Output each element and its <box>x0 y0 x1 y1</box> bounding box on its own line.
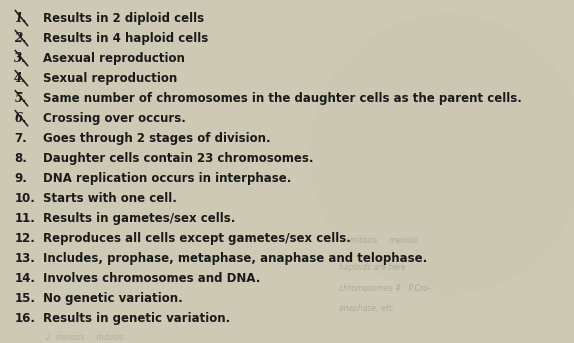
Text: 4.: 4. <box>14 72 26 85</box>
Text: 5.: 5. <box>14 92 26 105</box>
Text: 12.: 12. <box>14 232 35 245</box>
Text: Results in genetic variation.: Results in genetic variation. <box>43 312 230 325</box>
Text: Goes through 2 stages of division.: Goes through 2 stages of division. <box>43 132 271 145</box>
Text: Reproduces all cells except gametes/sex cells.: Reproduces all cells except gametes/sex … <box>43 232 351 245</box>
Text: 11.: 11. <box>14 212 35 225</box>
Text: Results in 2 diploid cells: Results in 2 diploid cells <box>43 12 204 24</box>
Text: 3.: 3. <box>14 51 26 64</box>
Text: 13.: 13. <box>14 252 35 265</box>
Text: No genetic variation.: No genetic variation. <box>43 292 183 305</box>
Text: DNA replication occurs in interphase.: DNA replication occurs in interphase. <box>43 172 292 185</box>
Text: 15.: 15. <box>14 292 36 305</box>
Text: Results in 4 haploid cells: Results in 4 haploid cells <box>43 32 208 45</box>
Text: 6.: 6. <box>14 112 26 125</box>
Text: anaphase, etc.: anaphase, etc. <box>339 304 395 313</box>
Text: Daughter cells contain 23 chromosomes.: Daughter cells contain 23 chromosomes. <box>43 152 313 165</box>
Text: Starts with one cell.: Starts with one cell. <box>43 192 177 205</box>
Text: 8.: 8. <box>14 152 27 165</box>
Ellipse shape <box>310 14 574 295</box>
Text: 14.: 14. <box>14 272 36 285</box>
Text: 9.: 9. <box>14 172 27 185</box>
Text: 1.: 1. <box>14 12 26 24</box>
Text: haploids are here: haploids are here <box>339 263 406 272</box>
Text: 2.: 2. <box>14 32 26 45</box>
Text: Results in gametes/sex cells.: Results in gametes/sex cells. <box>43 212 235 225</box>
Text: 2  meiosis     mitosis: 2 meiosis mitosis <box>46 333 123 342</box>
Text: 10.: 10. <box>14 192 35 205</box>
Text: Asexual reproduction: Asexual reproduction <box>43 51 185 64</box>
Text: chromosomes #   P.Cro-: chromosomes # P.Cro- <box>339 284 430 293</box>
Text: Crossing over occurs.: Crossing over occurs. <box>43 112 186 125</box>
Text: 7.: 7. <box>14 132 27 145</box>
Text: Involves chromosomes and DNA.: Involves chromosomes and DNA. <box>43 272 261 285</box>
Text: Includes, prophase, metaphase, anaphase and telophase.: Includes, prophase, metaphase, anaphase … <box>43 252 427 265</box>
Text: Sexual reproduction: Sexual reproduction <box>43 72 177 85</box>
Text: Same number of chromosomes in the daughter cells as the parent cells.: Same number of chromosomes in the daught… <box>43 92 522 105</box>
Text: 16.: 16. <box>14 312 36 325</box>
Text: mitosis     meiosis: mitosis meiosis <box>350 236 418 245</box>
